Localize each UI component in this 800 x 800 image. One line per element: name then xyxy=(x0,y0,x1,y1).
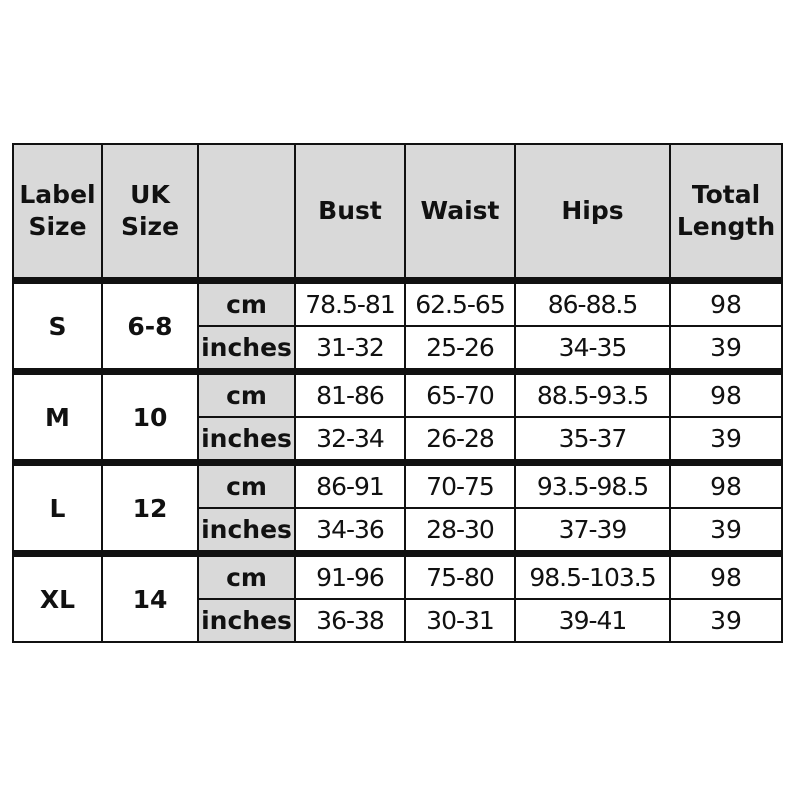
header-text: Total xyxy=(691,180,761,209)
hips-cell: 37-39 xyxy=(514,507,671,555)
hips-cell: 98.5-103.5 xyxy=(514,550,671,600)
unit-cell: cm xyxy=(197,368,296,418)
waist-cell: 26-28 xyxy=(404,416,516,464)
header-text: Size xyxy=(120,212,180,241)
uk-size-cell: 10 xyxy=(101,368,199,464)
length-cell: 98 xyxy=(669,459,783,509)
length-cell: 39 xyxy=(669,416,783,464)
hips-cell: 39-41 xyxy=(514,598,671,643)
table-row: inches 31-32 25-26 34-35 39 xyxy=(13,325,783,373)
label-size-cell: XL xyxy=(12,550,103,643)
hips-cell: 35-37 xyxy=(514,416,671,464)
header-text: Bust xyxy=(318,196,382,225)
length-cell: 39 xyxy=(669,507,783,555)
header-label-size: Label Size xyxy=(12,143,103,282)
label-size-cell: S xyxy=(12,277,103,373)
hips-cell: 88.5-93.5 xyxy=(514,368,671,418)
header-waist: Waist xyxy=(404,143,516,282)
length-cell: 98 xyxy=(669,368,783,418)
hips-cell: 86-88.5 xyxy=(514,277,671,327)
size-chart-table: Label Size UK Size Bust Waist Hips Total Length … xyxy=(12,143,783,643)
bust-cell: 81-86 xyxy=(294,368,406,418)
waist-cell: 62.5-65 xyxy=(404,277,516,327)
label-size-cell: M xyxy=(12,368,103,464)
waist-cell: 25-26 xyxy=(404,325,516,373)
header-total-length: Total Length xyxy=(669,143,783,282)
unit-cell: inches xyxy=(197,416,296,464)
uk-size-cell: 14 xyxy=(101,550,199,643)
header-text: Hips xyxy=(561,196,624,225)
waist-cell: 75-80 xyxy=(404,550,516,600)
table-row: inches 36-38 30-31 39-41 39 xyxy=(13,598,783,643)
table-row: inches 34-36 28-30 37-39 39 xyxy=(13,507,783,555)
bust-cell: 34-36 xyxy=(294,507,406,555)
table-row: XL 14 cm 91-96 75-80 98.5-103.5 98 xyxy=(12,550,783,643)
waist-cell: 28-30 xyxy=(404,507,516,555)
bust-cell: 78.5-81 xyxy=(294,277,406,327)
bust-cell: 86-91 xyxy=(294,459,406,509)
table-row: L 12 cm 86-91 70-75 93.5-98.5 98 xyxy=(12,459,783,555)
label-size-cell: L xyxy=(12,459,103,555)
waist-cell: 30-31 xyxy=(404,598,516,643)
length-cell: 39 xyxy=(669,598,783,643)
table-row: inches 32-34 26-28 35-37 39 xyxy=(13,416,783,464)
bust-cell: 91-96 xyxy=(294,550,406,600)
unit-cell: inches xyxy=(197,598,296,643)
uk-size-cell: 6-8 xyxy=(101,277,199,373)
header-unit xyxy=(197,143,296,282)
header-uk-size: UK Size xyxy=(101,143,199,282)
table-row: S 6-8 cm 78.5-81 62.5-65 86-88.5 98 xyxy=(12,277,783,373)
length-cell: 98 xyxy=(669,277,783,327)
unit-cell: cm xyxy=(197,550,296,600)
unit-cell: inches xyxy=(197,325,296,373)
waist-cell: 70-75 xyxy=(404,459,516,509)
unit-cell: inches xyxy=(197,507,296,555)
unit-cell: cm xyxy=(197,459,296,509)
hips-cell: 34-35 xyxy=(514,325,671,373)
header-text: Waist xyxy=(420,196,500,225)
header-text: Label xyxy=(19,180,96,209)
length-cell: 98 xyxy=(669,550,783,600)
header-text: Length xyxy=(676,212,776,241)
header-text: Size xyxy=(28,212,87,241)
bust-cell: 32-34 xyxy=(294,416,406,464)
header-text: UK xyxy=(130,180,170,209)
length-cell: 39 xyxy=(669,325,783,373)
table-row: M 10 cm 81-86 65-70 88.5-93.5 98 xyxy=(12,368,783,464)
header-hips: Hips xyxy=(514,143,671,282)
header-row: Label Size UK Size Bust Waist Hips Total Length xyxy=(12,143,783,282)
uk-size-cell: 12 xyxy=(101,459,199,555)
bust-cell: 31-32 xyxy=(294,325,406,373)
header-bust: Bust xyxy=(294,143,406,282)
hips-cell: 93.5-98.5 xyxy=(514,459,671,509)
unit-cell: cm xyxy=(197,277,296,327)
waist-cell: 65-70 xyxy=(404,368,516,418)
bust-cell: 36-38 xyxy=(294,598,406,643)
